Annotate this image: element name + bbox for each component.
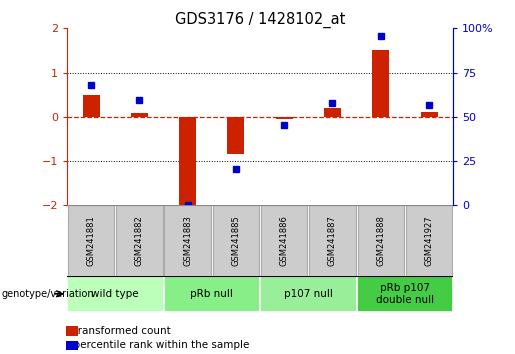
Bar (260, 276, 356, 312)
Bar (131, 113, 148, 117)
Text: GSM241927: GSM241927 (424, 215, 434, 266)
Bar (421, 113, 438, 117)
Bar (356, 276, 453, 312)
Text: GSM241882: GSM241882 (135, 215, 144, 266)
Bar (68, 205, 114, 276)
Text: GSM241888: GSM241888 (376, 215, 385, 266)
Text: GSM241883: GSM241883 (183, 215, 192, 266)
Bar (116, 205, 163, 276)
Bar (163, 276, 260, 312)
Bar (406, 205, 452, 276)
Bar (82, 95, 99, 117)
Text: pRb null: pRb null (191, 289, 233, 299)
Bar (324, 108, 341, 117)
Text: genotype/variation: genotype/variation (1, 289, 94, 299)
Bar (372, 51, 389, 117)
Text: GSM241886: GSM241886 (280, 215, 289, 266)
Bar (179, 117, 196, 205)
Bar (164, 205, 211, 276)
Bar (67, 276, 163, 312)
Bar (228, 117, 245, 154)
Text: wild type: wild type (92, 289, 139, 299)
Text: p107 null: p107 null (284, 289, 333, 299)
Text: transformed count: transformed count (67, 326, 170, 336)
Bar (213, 205, 259, 276)
Bar (357, 205, 404, 276)
Text: GSM241887: GSM241887 (328, 215, 337, 266)
Bar (276, 117, 293, 119)
Text: percentile rank within the sample: percentile rank within the sample (67, 340, 249, 350)
Bar (261, 205, 307, 276)
Title: GDS3176 / 1428102_at: GDS3176 / 1428102_at (175, 12, 345, 28)
Text: GSM241885: GSM241885 (231, 215, 241, 266)
Text: pRb p107
double null: pRb p107 double null (376, 283, 434, 305)
Text: GSM241881: GSM241881 (87, 215, 96, 266)
Bar (310, 205, 356, 276)
